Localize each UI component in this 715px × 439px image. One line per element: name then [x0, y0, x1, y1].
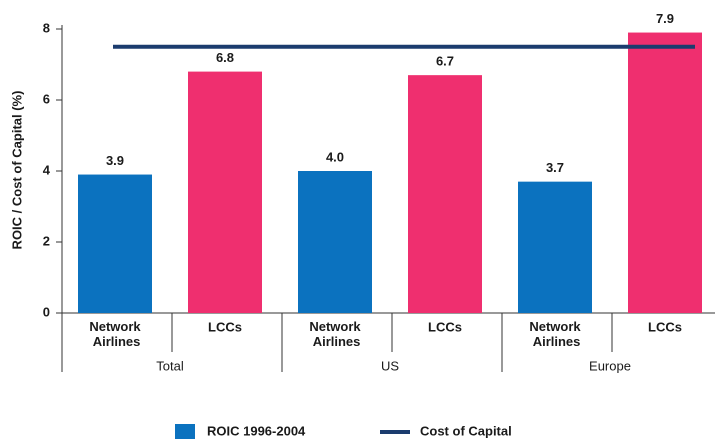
x-tick-label: LCCs: [428, 319, 462, 334]
group-label: US: [381, 358, 399, 373]
bar: [298, 171, 372, 313]
bar: [78, 174, 152, 313]
legend-label: ROIC 1996-2004: [207, 423, 306, 438]
x-tick-label: LCCs: [208, 319, 242, 334]
y-axis-label: ROIC / Cost of Capital (%): [9, 91, 24, 250]
data-label: 6.7: [436, 54, 454, 69]
data-label: 3.9: [106, 153, 124, 168]
bar: [408, 75, 482, 314]
legend-swatch: [175, 424, 195, 439]
x-tick-label: Network Airlines: [529, 319, 581, 349]
bar: [188, 71, 262, 313]
y-tick-label: 8: [43, 20, 50, 35]
group-label: Total: [156, 358, 184, 373]
x-tick-label: Network Airlines: [309, 319, 361, 349]
data-label: 7.9: [656, 11, 674, 26]
y-tick-label: 0: [43, 304, 50, 319]
y-tick-label: 4: [43, 162, 51, 177]
data-label: 4.0: [326, 149, 344, 164]
x-tick-label: Network Airlines: [89, 319, 141, 349]
data-label: 3.7: [546, 160, 564, 175]
group-label: Europe: [589, 358, 631, 373]
bar: [518, 181, 592, 313]
y-tick-label: 2: [43, 233, 50, 248]
x-tick-label: LCCs: [648, 319, 682, 334]
legend-label: Cost of Capital: [420, 423, 512, 438]
data-label: 6.8: [216, 50, 234, 65]
bar: [628, 32, 702, 314]
y-tick-label: 6: [43, 91, 50, 106]
